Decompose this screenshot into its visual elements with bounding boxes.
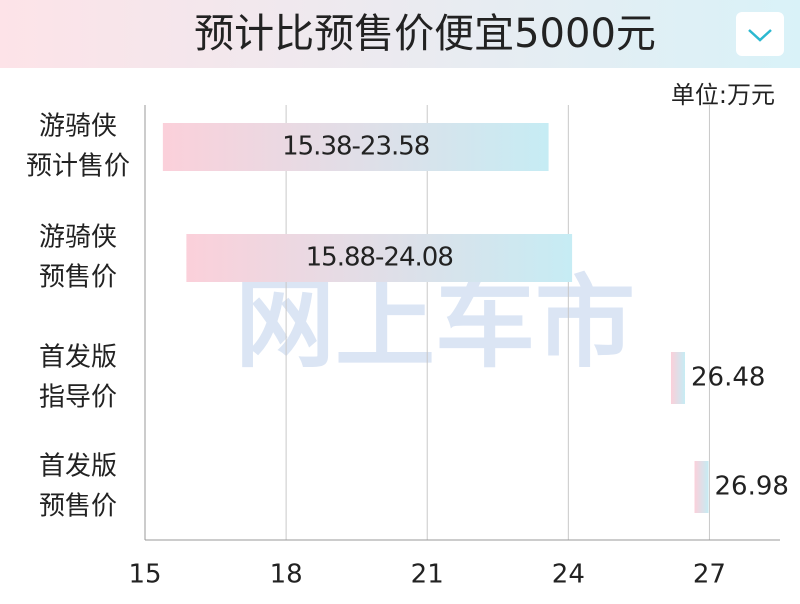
bar [670, 352, 685, 404]
value-label: 26.48 [691, 363, 765, 393]
x-tick-label: 24 [552, 560, 585, 590]
unit-label: 单位:万元 [671, 81, 775, 109]
y-tick-label: 预计售价 [26, 152, 130, 182]
y-tick-label: 首发版 [39, 343, 117, 373]
x-tick-label: 27 [693, 560, 726, 590]
value-label: 15.88-24.08 [306, 243, 453, 273]
x-tick-label: 21 [411, 560, 444, 590]
chart-title: 预计比预售价便宜5000元 [194, 11, 656, 57]
x-tick-label: 18 [270, 560, 303, 590]
x-tick-label: 15 [128, 560, 161, 590]
value-label: 15.38-23.58 [282, 132, 429, 162]
bar [694, 461, 709, 513]
y-tick-label: 游骑侠 [39, 112, 117, 142]
value-label: 26.98 [715, 472, 789, 502]
bar [162, 123, 549, 171]
chevron-icon [748, 29, 772, 42]
y-tick-label: 指导价 [39, 383, 117, 413]
bar [186, 234, 573, 282]
title-bar [0, 0, 800, 68]
dropdown-button[interactable] [736, 12, 784, 56]
y-tick-label: 预售价 [39, 263, 117, 293]
y-tick-label: 游骑侠 [39, 223, 117, 253]
y-tick-label: 首发版 [39, 452, 117, 482]
y-tick-label: 预售价 [39, 492, 117, 522]
